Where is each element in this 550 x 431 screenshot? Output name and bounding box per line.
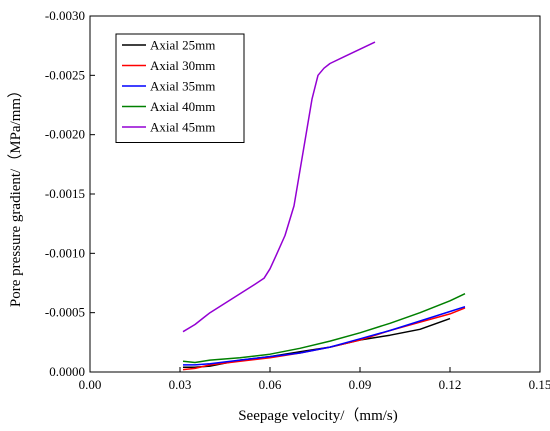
x-tick-label: 0.00 [79,377,102,392]
series-line-5 [182,41,376,333]
y-tick-label: -0.0010 [45,245,85,260]
legend-label-4: Axial 40mm [150,99,215,114]
x-tick-label: 0.12 [439,377,462,392]
axis-ticks [89,15,541,373]
y-tick-label: 0.0000 [49,364,85,379]
x-tick-label: 0.09 [349,377,372,392]
y-tick-label: -0.0005 [45,305,85,320]
series-line-3 [183,305,466,366]
series-line-4 [182,293,466,364]
series-line-2 [182,307,466,371]
series-line-1 [183,317,451,369]
axis-tick-labels: 0.00 0.03 0.06 0.09 0.12 0.15 0.0000 -0.0005 -0.… [45,8,550,392]
legend-label-1: Axial 25mm [150,38,215,53]
y-tick-label: -0.0015 [45,186,85,201]
y-tick-label: -0.0020 [45,127,85,142]
x-tick-label: 0.06 [259,377,282,392]
y-tick-label: -0.0030 [45,8,85,23]
x-tick-label: 0.03 [169,377,192,392]
legend-label-5: Axial 45mm [150,120,215,135]
legend: Axial 25mm Axial 30mm Axial 35mm Axial 40mm… [115,33,245,143]
y-axis-title: Pore pressure gradient/（MPa/mm） [7,83,24,307]
legend-box [115,33,245,143]
x-tick-label: 0.15 [529,377,550,392]
legend-label-3: Axial 35mm [150,79,215,94]
legend-label-2: Axial 30mm [150,58,215,73]
x-axis-title: Seepage velocity/（mm/s) [238,407,398,424]
y-tick-label: -0.0025 [45,67,85,82]
data-series [182,41,466,371]
